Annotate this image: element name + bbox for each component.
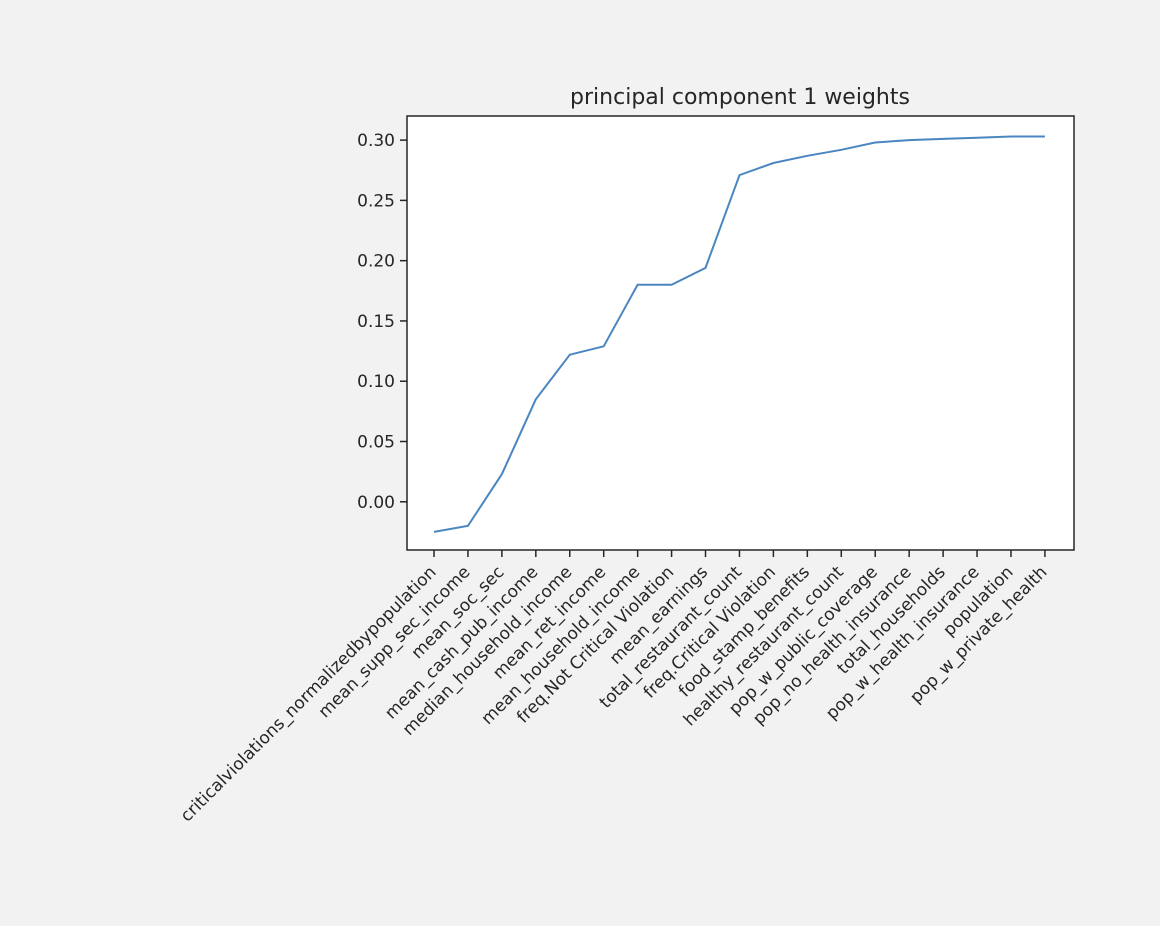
series-line — [433, 135, 1045, 533]
y-tick-label: 0.10 — [357, 372, 395, 392]
y-tick-label: 0.30 — [357, 131, 395, 151]
chart-title: principal component 1 weights — [570, 85, 910, 110]
plot-area — [406, 115, 1075, 551]
y-tick-label: 0.20 — [357, 252, 395, 272]
x-axis: criticalviolations_normalizedbypopulatio… — [177, 550, 1051, 826]
y-tick-label: 0.25 — [357, 191, 395, 211]
y-tick-label: 0.05 — [357, 433, 395, 453]
y-axis: 0.00 0.05 0.10 0.15 0.20 0.25 0.30 — [357, 131, 407, 513]
y-tick-label: 0.15 — [357, 312, 395, 332]
y-tick-label: 0.00 — [357, 493, 395, 513]
